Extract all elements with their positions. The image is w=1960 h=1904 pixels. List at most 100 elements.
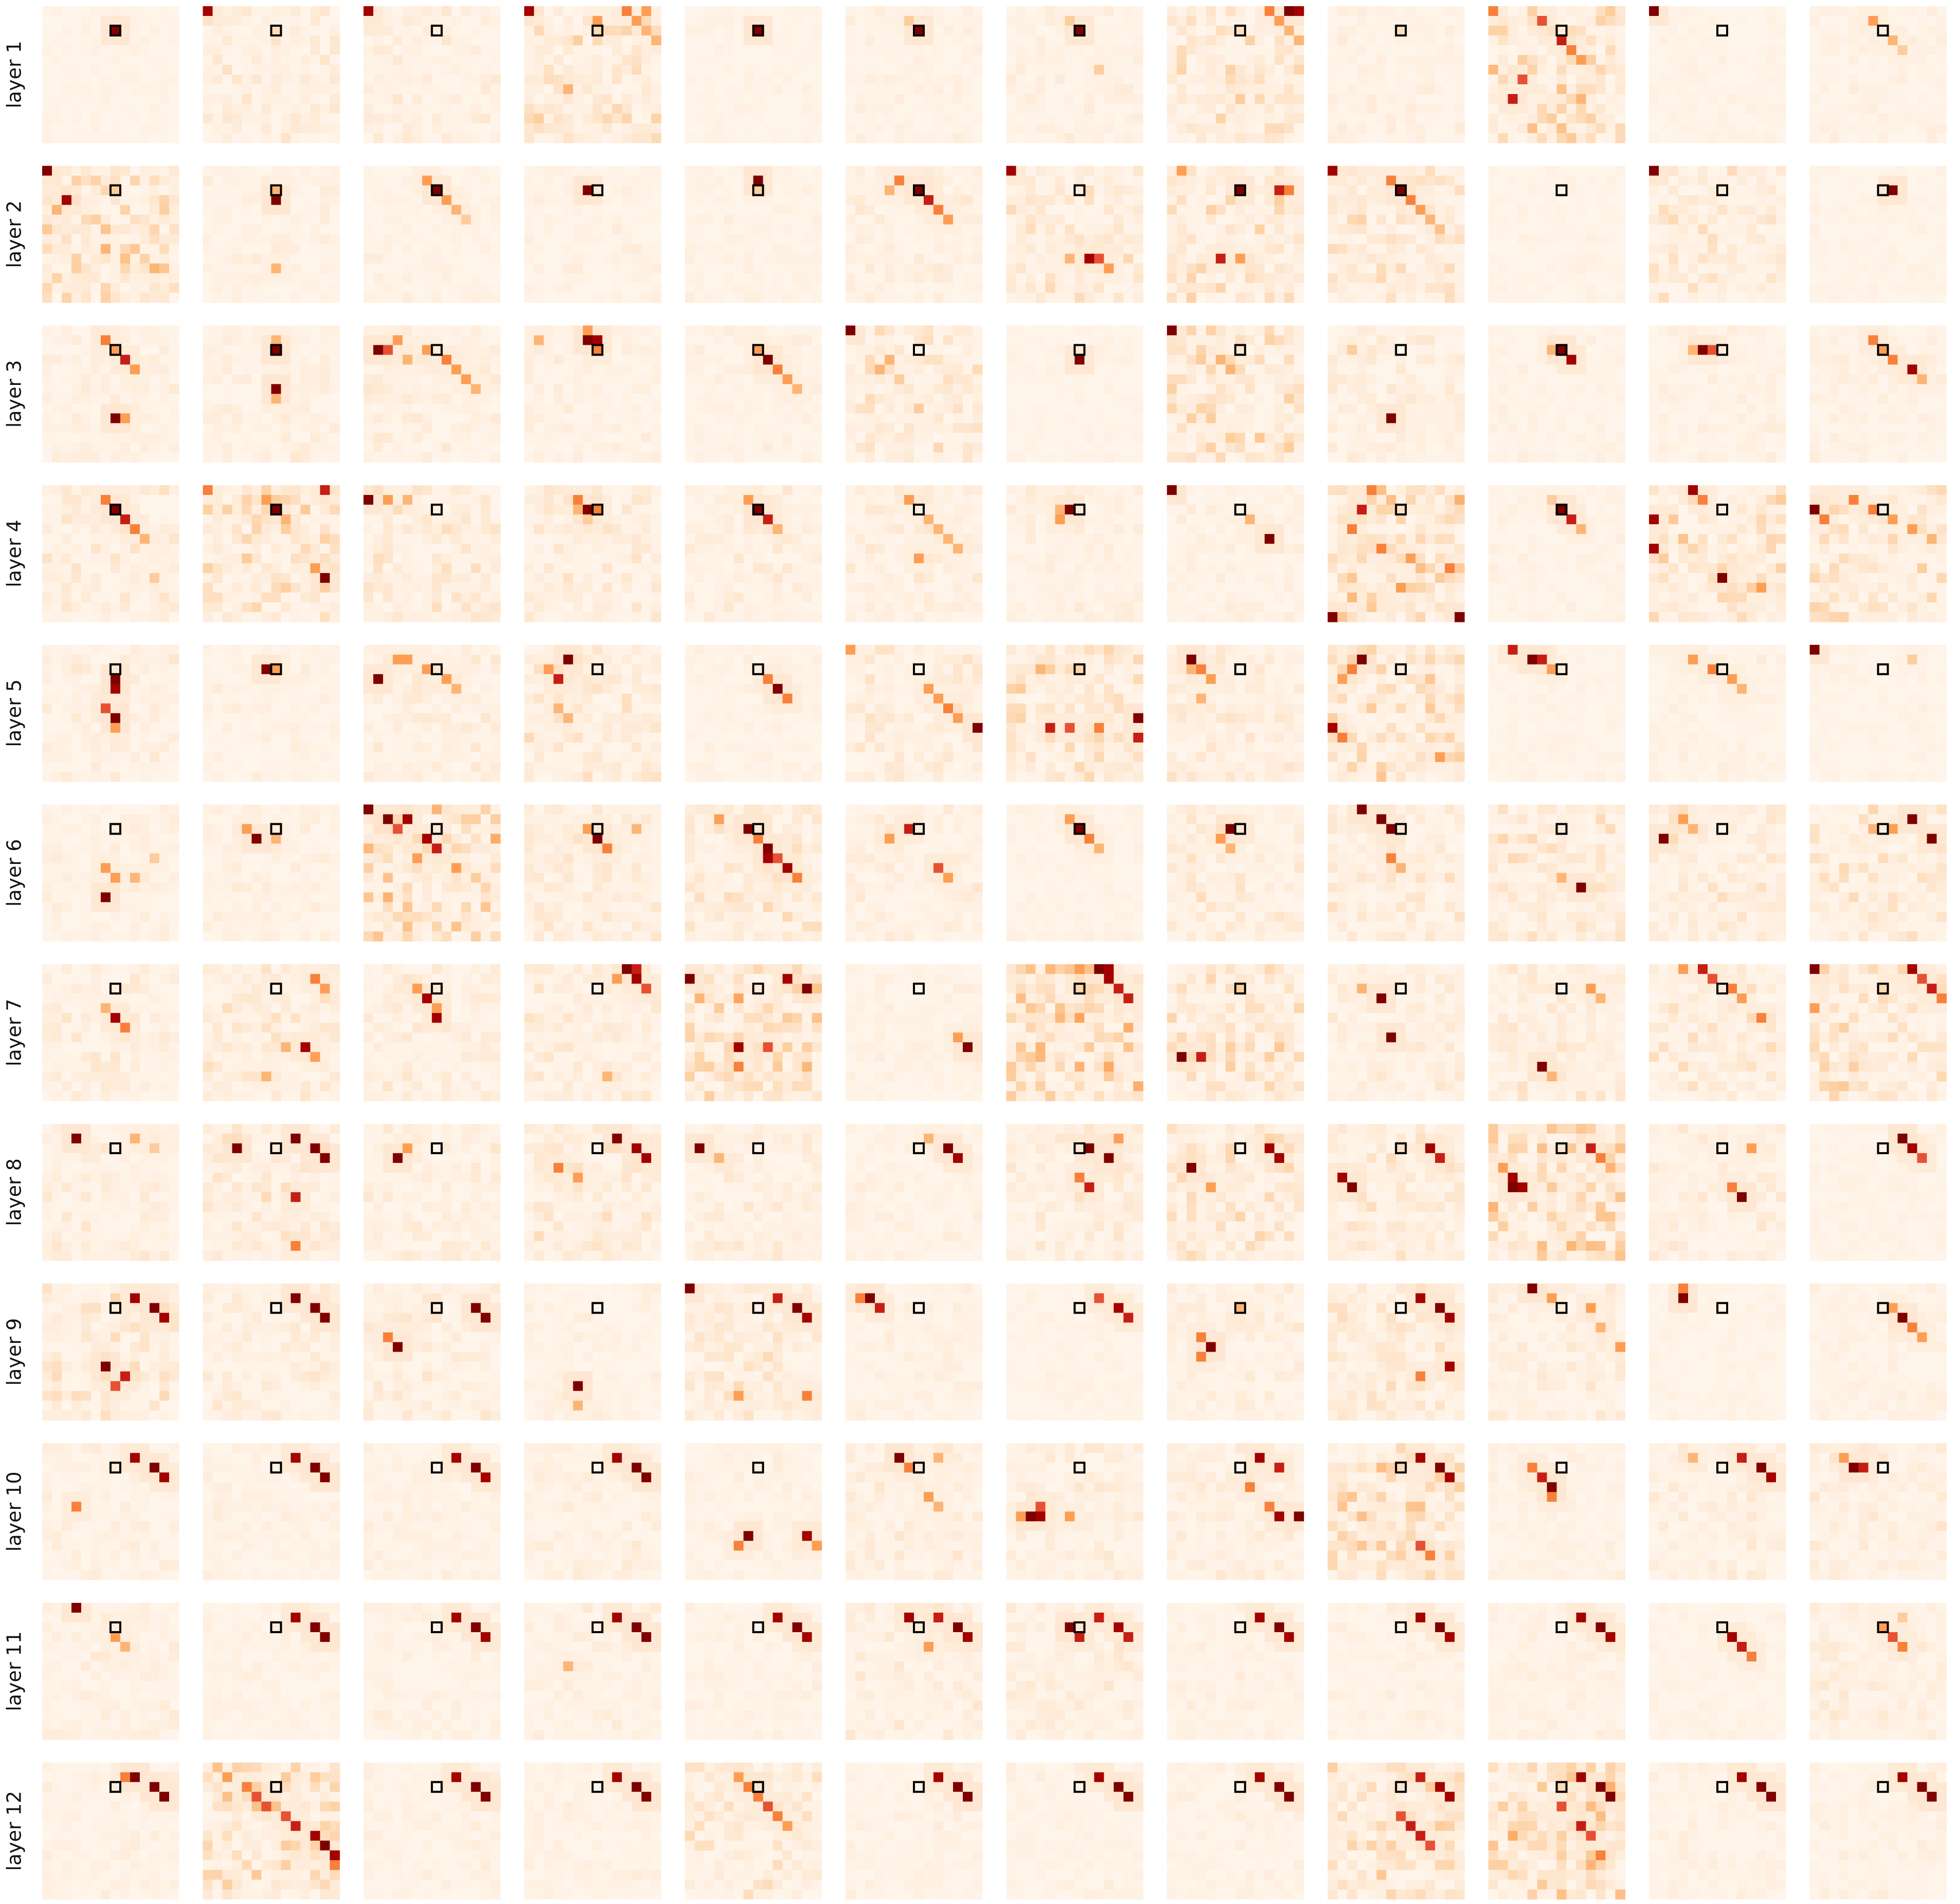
heatmap-cell: [1498, 75, 1508, 85]
heatmap-cell: [1576, 254, 1586, 264]
heatmap-cell: [490, 244, 501, 254]
heatmap-cell: [1776, 26, 1786, 36]
heatmap-cell: [651, 244, 662, 254]
heatmap-cell: [704, 244, 715, 254]
heatmap-cell: [1937, 16, 1947, 26]
heatmap-cell: [1508, 35, 1518, 46]
heatmap-cell: [1167, 293, 1177, 303]
heatmap-cell: [1586, 16, 1596, 26]
heatmap-cell: [1186, 26, 1197, 36]
heatmap-cell: [1605, 186, 1616, 196]
heatmap-cell: [1133, 254, 1144, 264]
heatmap-cell: [1547, 283, 1557, 293]
heatmap-cell: [252, 345, 262, 355]
heatmap-cell: [846, 186, 856, 196]
heatmap-cell: [62, 345, 72, 355]
heatmap-cell: [363, 293, 374, 303]
heatmap-cell: [734, 254, 744, 264]
heatmap-cell: [1094, 26, 1105, 36]
heatmap-cell: [402, 16, 413, 26]
heatmap-cell: [1756, 264, 1767, 274]
heatmap-cell: [159, 345, 170, 355]
heatmap-cell: [1377, 234, 1387, 245]
heatmap-cell: [320, 114, 331, 124]
heatmap-cell: [1859, 254, 1869, 264]
heatmap-cell: [1659, 166, 1669, 176]
heatmap-cell: [1737, 273, 1747, 284]
heatmap-cell: [252, 283, 262, 293]
heatmap-cell: [632, 205, 642, 215]
heatmap-cell: [1508, 16, 1518, 26]
heatmap-cell: [1104, 186, 1114, 196]
heatmap-cell: [714, 26, 724, 36]
heatmap-cell: [232, 45, 243, 56]
heatmap-cell: [1556, 264, 1567, 274]
heatmap-cell: [1133, 55, 1144, 65]
heatmap-cell: [1036, 123, 1046, 134]
heatmap-cell: [734, 215, 744, 225]
heatmap-cell: [1065, 234, 1075, 245]
heatmap-cell: [232, 94, 243, 104]
heatmap-cell: [169, 114, 179, 124]
heatmap-cell: [62, 413, 72, 423]
heatmap-cell: [885, 186, 895, 196]
heatmap-cell: [885, 264, 895, 274]
heatmap-cell: [1859, 215, 1869, 225]
heatmap-cell: [451, 75, 462, 85]
heatmap-cell: [1377, 114, 1387, 124]
heatmap-cell: [534, 94, 544, 104]
heatmap-cell: [252, 26, 262, 36]
heatmap-layer-3-head-1: [42, 325, 179, 463]
heatmap-cell: [1717, 283, 1728, 293]
heatmap-cell: [1898, 114, 1908, 124]
heatmap-cell: [301, 26, 311, 36]
heatmap-cell: [1075, 195, 1085, 206]
heatmap-cell: [42, 123, 52, 134]
heatmap-cell: [62, 355, 72, 365]
heatmap-cell: [1508, 186, 1518, 196]
heatmap-cell: [301, 84, 311, 95]
heatmap-cell: [694, 35, 705, 46]
heatmap-cell: [1937, 215, 1947, 225]
heatmap-cell: [865, 273, 875, 284]
heatmap-cell: [885, 215, 895, 225]
heatmap-cell: [1016, 45, 1027, 56]
heatmap-cell: [1455, 35, 1465, 46]
heatmap-cell: [782, 104, 793, 114]
heatmap-cell: [753, 234, 763, 245]
heatmap-cell: [451, 166, 462, 176]
heatmap-cell: [1547, 234, 1557, 245]
heatmap-cell: [291, 335, 301, 345]
heatmap-cell: [1605, 166, 1616, 176]
heatmap-cell: [724, 176, 734, 186]
heatmap-cell: [1225, 133, 1236, 143]
heatmap-cell: [524, 186, 535, 196]
heatmap-cell: [1328, 35, 1338, 46]
heatmap-cell: [1547, 293, 1557, 303]
heatmap-cell: [1328, 293, 1338, 303]
heatmap-cell: [1445, 123, 1455, 134]
heatmap-cell: [1245, 16, 1255, 26]
heatmap-cell: [373, 94, 383, 104]
heatmap-cell: [1225, 65, 1236, 75]
heatmap-cell: [1576, 65, 1586, 75]
heatmap-cell: [1124, 176, 1134, 186]
heatmap-cell: [1216, 55, 1226, 65]
heatmap-cell: [1859, 186, 1869, 196]
heatmap-cell: [1615, 205, 1625, 215]
heatmap-cell: [383, 293, 393, 303]
heatmap-cell: [1527, 94, 1537, 104]
heatmap-cell: [1615, 244, 1625, 254]
heatmap-cell: [1055, 234, 1066, 245]
heatmap-cell: [1445, 16, 1455, 26]
heatmap-cell: [42, 225, 52, 235]
heatmap-cell: [432, 293, 442, 303]
heatmap-cell: [1114, 244, 1124, 254]
heatmap-cell: [1488, 26, 1498, 36]
heatmap-cell: [1888, 195, 1898, 206]
heatmap-cell: [885, 254, 895, 264]
heatmap-cell: [1396, 166, 1406, 176]
heatmap-cell: [1386, 254, 1397, 264]
heatmap-cell: [1114, 283, 1124, 293]
heatmap-cell: [792, 104, 802, 114]
